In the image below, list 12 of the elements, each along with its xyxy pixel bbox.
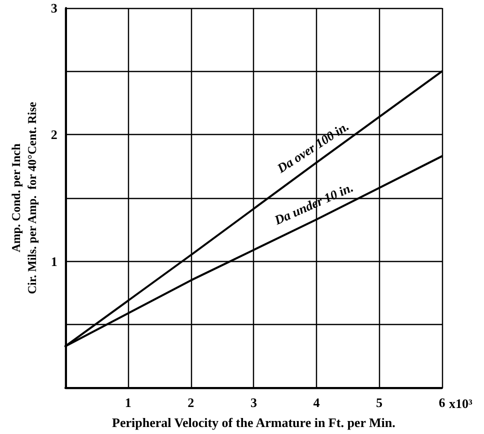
y-axis-title: Amp. Cond. per Inch Cir. Mils. per Amp. for 40°Cent. Rise [9, 101, 39, 294]
x-tick-label: 5 [376, 395, 383, 410]
text: x10³ [449, 396, 472, 411]
x-tick-label: 4 [313, 395, 320, 410]
x-tick-label: 2 [188, 395, 194, 410]
y-tick-label: 2 [50, 127, 58, 142]
y-tick-label: 3 [50, 0, 58, 16]
y-tick-label: 1 [50, 254, 58, 269]
x-tick-label: 1 [124, 395, 132, 410]
x-axis-title: Peripheral Velocity of the Armature in Ft. per Min. [112, 415, 396, 430]
x-tick-label: 3 [250, 395, 258, 410]
x-tick-label: 6 [438, 395, 446, 410]
